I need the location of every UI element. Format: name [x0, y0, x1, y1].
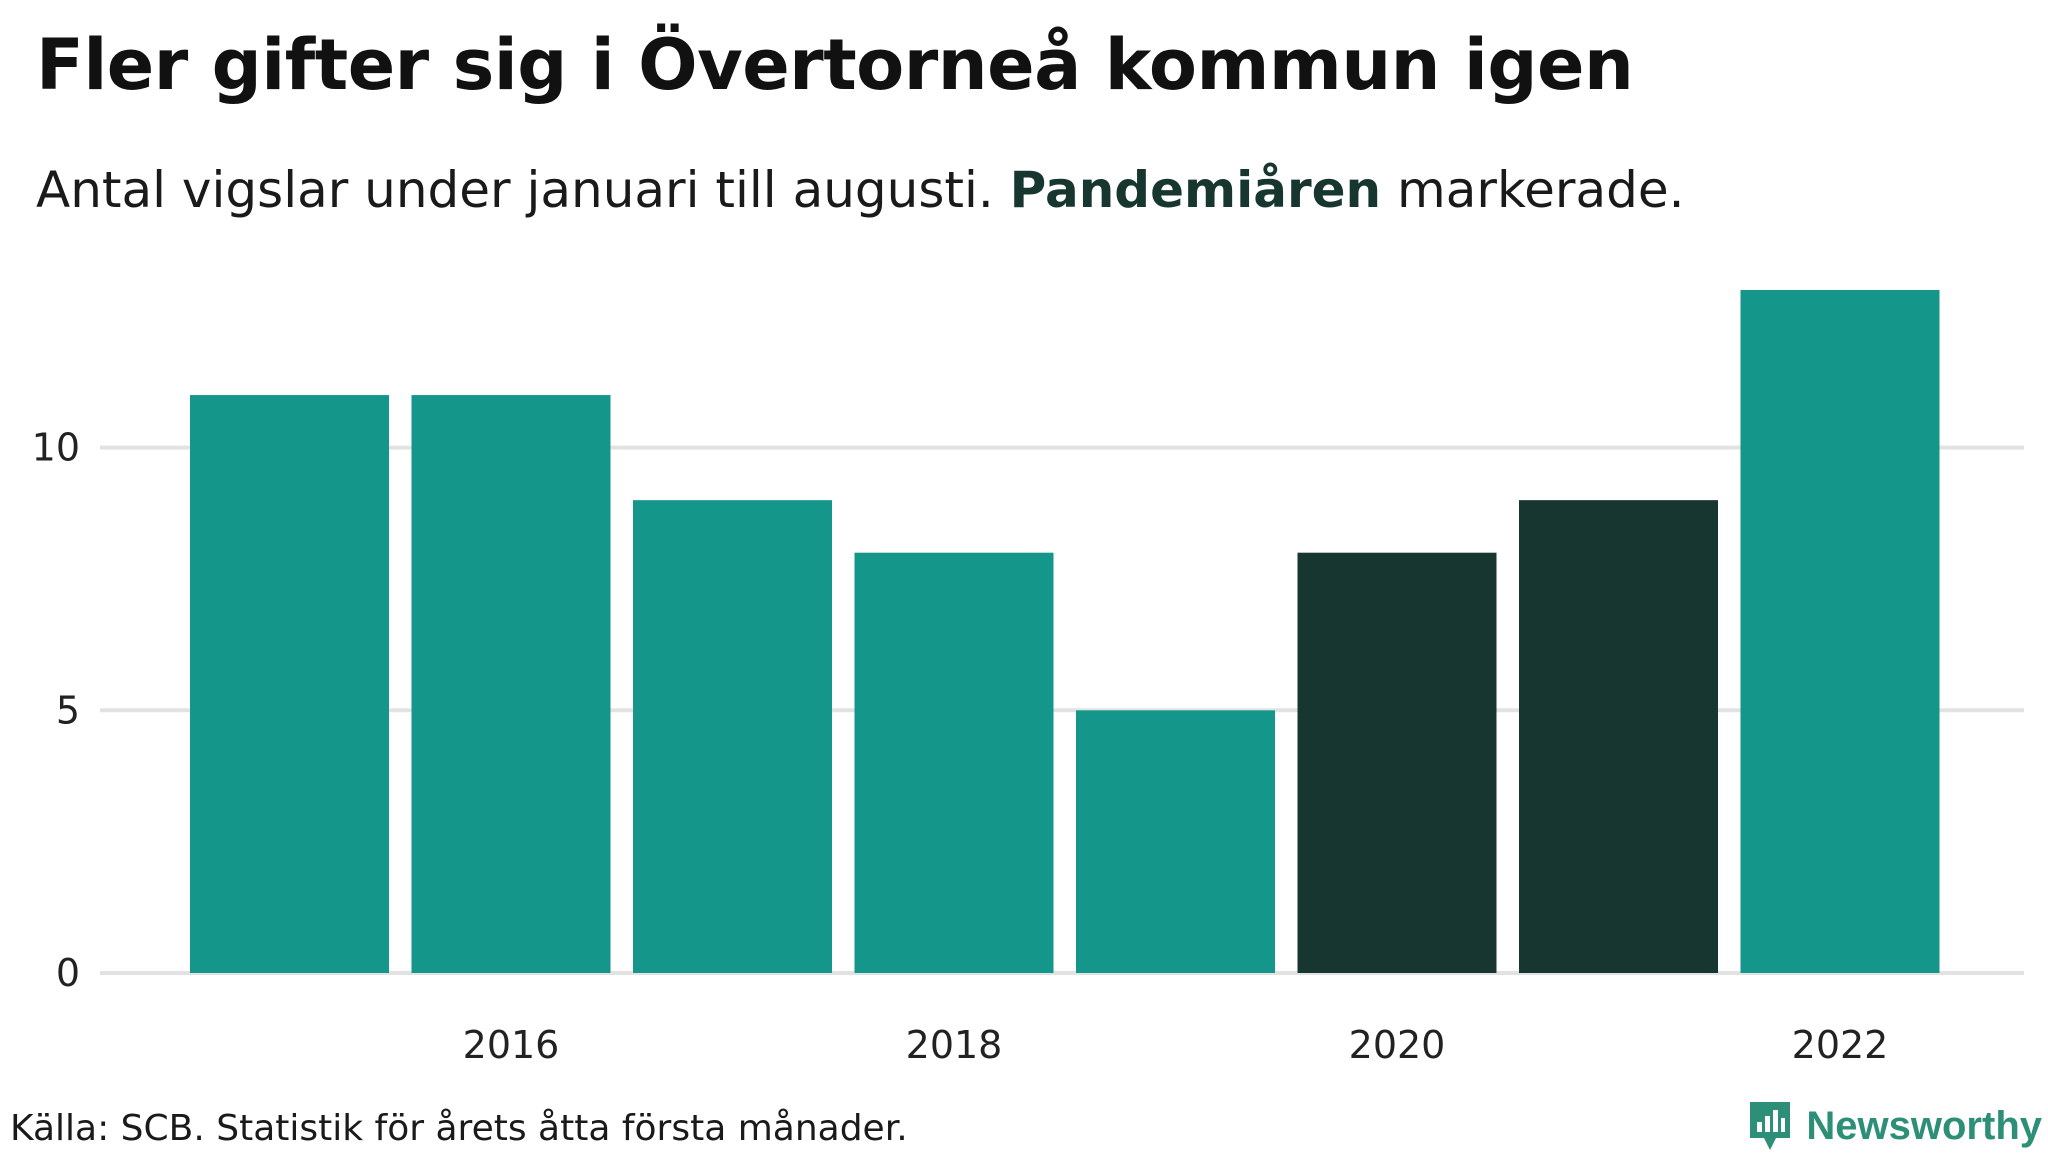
- x-tick-label: 2018: [906, 1023, 1003, 1067]
- y-axis-ticks: 0 5 10: [32, 426, 80, 995]
- newsworthy-logo-icon: [1750, 1102, 1791, 1150]
- x-axis-ticks: 2016 2018 2020 2022: [463, 1023, 1889, 1067]
- bar-2017: [633, 500, 832, 973]
- newsworthy-logo: Newsworthy: [1746, 1098, 2042, 1154]
- source-note: Källa: SCB. Statistik för årets åtta för…: [10, 1108, 908, 1149]
- subtitle-text: Antal vigslar under januari till augusti…: [36, 161, 1010, 219]
- chart-subtitle: Antal vigslar under januari till augusti…: [36, 155, 1684, 225]
- subtitle-highlight: Pandemiåren: [1009, 161, 1382, 219]
- bar-2020: [1297, 552, 1497, 973]
- y-tick-label: 0: [56, 951, 80, 995]
- x-tick-label: 2022: [1792, 1023, 1889, 1067]
- bar-2016: [411, 395, 611, 974]
- y-tick-label: 5: [56, 688, 80, 732]
- bar-2015: [190, 395, 389, 974]
- bars: [190, 290, 1940, 974]
- brand-name: Newsworthy: [1806, 1103, 2042, 1148]
- bar-2019: [1076, 710, 1275, 973]
- x-tick-label: 2016: [463, 1023, 560, 1067]
- x-tick-label: 2020: [1349, 1023, 1446, 1067]
- y-tick-label: 10: [32, 426, 80, 470]
- bar-2022: [1740, 290, 1940, 973]
- chart-title: Fler gifter sig i Övertorneå kommun igen: [36, 24, 1634, 106]
- bar-2018: [854, 552, 1054, 973]
- bar-2021: [1519, 500, 1718, 973]
- subtitle-suffix: markerade.: [1381, 161, 1685, 219]
